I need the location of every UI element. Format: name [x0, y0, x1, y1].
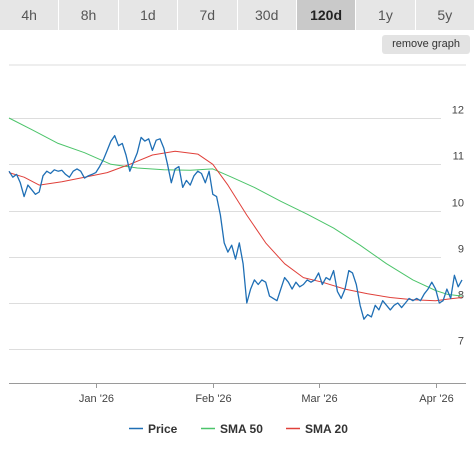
- range-tabs: 4h 8h 1d 7d 30d 120d 1y 5y: [0, 0, 474, 30]
- tab-8h[interactable]: 8h: [59, 0, 119, 30]
- x-tick-label-0: Jan '26: [79, 393, 114, 405]
- tab-5y[interactable]: 5y: [415, 0, 474, 30]
- y-tick-label-10: 10: [452, 198, 464, 210]
- tab-30d[interactable]: 30d: [237, 0, 297, 30]
- tab-1y[interactable]: 1y: [356, 0, 416, 30]
- legend-label-price: Price: [148, 422, 178, 436]
- series-line-sma-50: [8, 117, 463, 297]
- tab-7d[interactable]: 7d: [178, 0, 238, 30]
- series-line-price: [8, 134, 463, 320]
- tab-1d[interactable]: 1d: [118, 0, 179, 30]
- x-tick-label-2: Mar '26: [301, 393, 337, 405]
- legend-label-sma-20: SMA 20: [305, 422, 348, 436]
- series-line-sma-20: [8, 150, 463, 302]
- tab-4h[interactable]: 4h: [0, 0, 60, 30]
- legend-label-sma-50: SMA 50: [220, 422, 263, 436]
- tab-120d[interactable]: 120d: [296, 0, 357, 30]
- y-tick-label-7: 7: [458, 336, 464, 348]
- y-tick-label-11: 11: [453, 151, 464, 163]
- x-tick-label-1: Feb '26: [195, 393, 231, 405]
- x-tick-label-3: Apr '26: [419, 393, 454, 405]
- y-tick-label-12: 12: [452, 105, 464, 117]
- y-tick-label-9: 9: [458, 244, 464, 256]
- remove-graph-button[interactable]: remove graph: [382, 35, 470, 54]
